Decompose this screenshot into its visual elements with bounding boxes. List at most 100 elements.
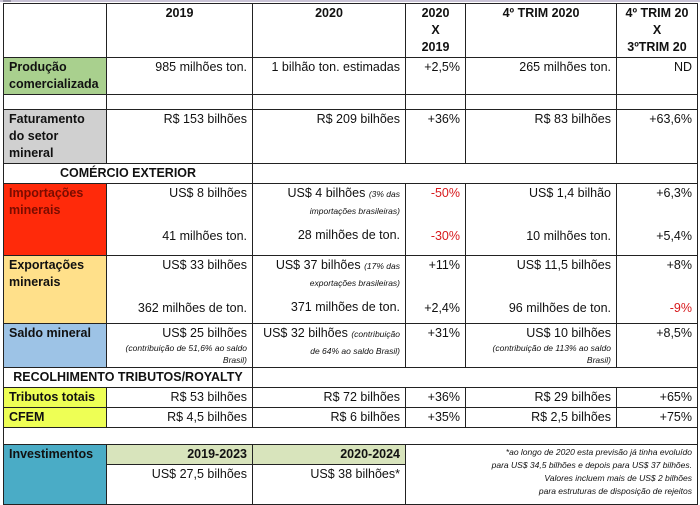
value-note: (3% das importações brasileiras) xyxy=(309,189,400,216)
header-text: 2020 xyxy=(421,6,450,20)
cell-2020: 1 bilhão ton. estimadas xyxy=(252,57,406,95)
value-note: (contribuição de 113% ao saldo Brasil) xyxy=(492,343,611,365)
value-tvar: -9% xyxy=(669,301,692,315)
invest-value-2: US$ 38 bilhões* xyxy=(252,464,406,505)
value-usd: US$ 8 bilhões xyxy=(169,186,247,200)
label-importacoes: Importações minerais xyxy=(3,183,107,256)
header-text: 4º TRIM 20 xyxy=(625,6,689,20)
row-tributos: Tributos totais R$ 53 bilhões R$ 72 bilh… xyxy=(3,387,698,408)
cell-2019: 985 milhões ton. xyxy=(106,57,253,95)
cell-var: +11% +2,4% xyxy=(405,255,466,324)
cell-2019: R$ 4,5 bilhões xyxy=(106,407,253,428)
value-ton: 362 milhões de ton. xyxy=(137,301,247,315)
cell-2020: US$ 32 bilhões (contribuição de 64% ao s… xyxy=(252,323,406,368)
row-saldo: Saldo mineral US$ 25 bilhões (contribuiç… xyxy=(3,323,698,368)
cell-2020: US$ 4 bilhões (3% das importações brasil… xyxy=(252,183,406,256)
window-nub xyxy=(3,0,11,2)
value-var: -50% xyxy=(430,186,460,200)
section-title: COMÉRCIO EXTERIOR xyxy=(3,163,253,184)
label-investimentos: Investimentos xyxy=(3,444,107,505)
value-ton: 96 milhões de ton. xyxy=(508,301,611,315)
cell-2020: R$ 6 bilhões xyxy=(252,407,406,428)
value-note: (17% das exportações brasileiras) xyxy=(309,261,400,288)
header-text: 2019 xyxy=(421,40,450,54)
cell-trimvar: +8,5% xyxy=(616,323,698,368)
cell-trimvar: ND xyxy=(616,57,698,95)
header-text: X xyxy=(652,23,662,37)
value-tvar: -30% xyxy=(430,229,460,243)
section-blank xyxy=(252,163,698,184)
row-producao: Produção comercializada 985 milhões ton.… xyxy=(3,57,698,95)
value-usd: US$ 32 bilhões xyxy=(263,326,348,340)
value-note: (contribuição de 64% ao saldo Brasil) xyxy=(310,329,400,356)
value-var: +11% xyxy=(428,258,460,272)
header-text: X xyxy=(431,23,440,37)
cell-trim: US$ 10 bilhões (contribuição de 113% ao … xyxy=(465,323,617,368)
section-blank xyxy=(252,367,698,388)
value-ton: 41 milhões ton. xyxy=(162,229,247,243)
window-top-bar xyxy=(0,0,700,2)
cell-trim: R$ 83 bilhões xyxy=(465,109,617,164)
value-tvar: +2,4% xyxy=(424,301,460,315)
footnote-line: Valores incluem mais de US$ 2 bilhões xyxy=(544,473,692,483)
label-producao: Produção comercializada xyxy=(3,57,107,95)
value-usd: US$ 4 bilhões xyxy=(287,186,366,200)
header-4trim-vs-3trim: 4º TRIM 20 X 3ºTRIM 20 xyxy=(616,3,698,58)
value-usd: US$ 11,5 bilhões xyxy=(516,258,611,272)
cell-trim: US$ 11,5 bilhões 96 milhões de ton. xyxy=(465,255,617,324)
cell-2020: R$ 209 bilhões xyxy=(252,109,406,164)
row-exportacoes: Exportações minerais US$ 33 bilhões 362 … xyxy=(3,255,698,324)
value-note: (contribuição de 51,6% ao saldo Brasil) xyxy=(125,343,247,365)
cell-2019: R$ 153 bilhões xyxy=(106,109,253,164)
section-comercio-exterior: COMÉRCIO EXTERIOR xyxy=(3,163,698,184)
cell-2019: US$ 25 bilhões (contribuição de 51,6% ao… xyxy=(106,323,253,368)
label-tributos: Tributos totais xyxy=(3,387,107,408)
row-importacoes: Importações minerais US$ 8 bilhões 41 mi… xyxy=(3,183,698,256)
spacer-row xyxy=(3,427,698,445)
cell-trimvar: +63,6% xyxy=(616,109,698,164)
row-investimentos-header: Investimentos 2019-2023 2020-2024 *ao lo… xyxy=(3,444,698,505)
section-recolhimento: RECOLHIMENTO TRIBUTOS/ROYALTY xyxy=(3,367,698,388)
label-saldo: Saldo mineral xyxy=(3,323,107,368)
label-faturamento: Faturamento do setor mineral xyxy=(3,109,107,164)
header-text: 3ºTRIM 20 xyxy=(627,40,687,54)
label-exportacoes: Exportações minerais xyxy=(3,255,107,324)
cell-trimvar: +8% -9% xyxy=(616,255,698,324)
cell-trimvar: +6,3% +5,4% xyxy=(616,183,698,256)
header-empty xyxy=(3,3,107,58)
period-2019-2023: 2019-2023 xyxy=(106,444,253,465)
header-2019: 2019 xyxy=(106,3,253,58)
cell-var: +31% xyxy=(405,323,466,368)
cell-var: +35% xyxy=(405,407,466,428)
header-2020-vs-2019: 2020 X 2019 xyxy=(405,3,466,58)
header-2020: 2020 xyxy=(252,3,406,58)
value-var: +6,3% xyxy=(656,186,692,200)
value-usd: US$ 33 bilhões xyxy=(162,258,247,272)
value-ton: 371 milhões de ton. xyxy=(290,300,400,314)
value-usd: US$ 37 bilhões xyxy=(275,258,361,272)
row-cfem: CFEM R$ 4,5 bilhões R$ 6 bilhões +35% R$… xyxy=(3,407,698,428)
cell-trimvar: +75% xyxy=(616,407,698,428)
spacer-row xyxy=(3,94,698,110)
cell-var: +36% xyxy=(405,387,466,408)
row-faturamento: Faturamento do setor mineral R$ 153 bilh… xyxy=(3,109,698,164)
value-ton: 28 milhões de ton. xyxy=(297,228,400,242)
cell-2019: R$ 53 bilhões xyxy=(106,387,253,408)
cell-2019: US$ 8 bilhões 41 milhões ton. xyxy=(106,183,253,256)
header-row: 2019 2020 2020 X 2019 4º TRIM 2020 4º TR… xyxy=(3,3,698,58)
mineral-sector-table: 2019 2020 2020 X 2019 4º TRIM 2020 4º TR… xyxy=(3,3,698,505)
section-title: RECOLHIMENTO TRIBUTOS/ROYALTY xyxy=(3,367,253,388)
cell-2020: US$ 37 bilhões (17% das exportações bras… xyxy=(252,255,406,324)
cell-trim: 265 milhões ton. xyxy=(465,57,617,95)
footnote-line: *ao longo de 2020 esta previsão já tinha… xyxy=(505,447,692,457)
cell-trim: US$ 1,4 bilhão 10 milhões ton. xyxy=(465,183,617,256)
value-var: +8% xyxy=(666,258,692,272)
header-4trim-2020: 4º TRIM 2020 xyxy=(465,3,617,58)
label-cfem: CFEM xyxy=(3,407,107,428)
cell-var: +2,5% xyxy=(405,57,466,95)
value-tvar: +5,4% xyxy=(656,229,692,243)
value-usd: US$ 1,4 bilhão xyxy=(528,186,611,200)
cell-trim: R$ 2,5 bilhões xyxy=(465,407,617,428)
cell-var: +36% xyxy=(405,109,466,164)
footnote-line: para estruturas de disposição de rejeito… xyxy=(538,486,692,496)
